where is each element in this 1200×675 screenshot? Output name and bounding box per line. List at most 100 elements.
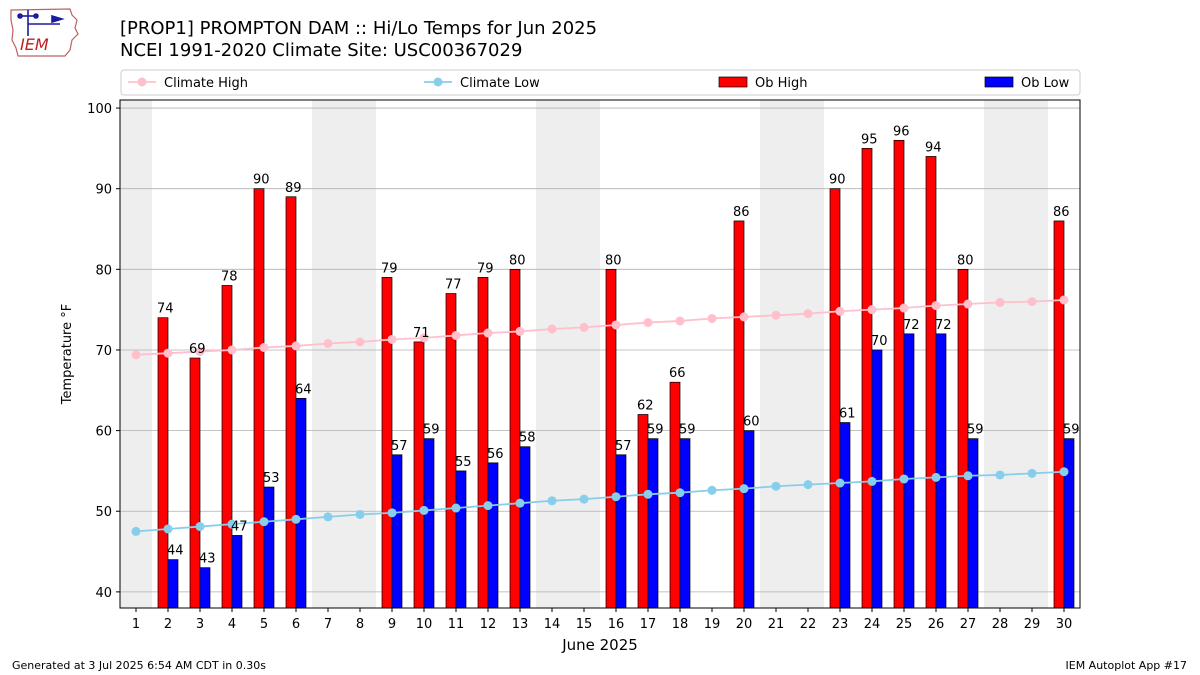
y-axis-label: Temperature °F [60, 304, 75, 405]
ob-high-bar [1053, 220, 1065, 609]
ob-high-bar [221, 285, 233, 609]
climate-low-point [995, 470, 1005, 480]
ob-low-label: 61 [839, 407, 856, 422]
climate-high-point [867, 305, 877, 315]
ob-low-label: 43 [199, 552, 216, 567]
ob-low-label: 72 [935, 318, 952, 333]
climate-high-point [131, 350, 141, 360]
climate-low-point [451, 503, 461, 513]
x-tick-label: 20 [736, 617, 753, 632]
ob-low-bar [167, 559, 179, 609]
ob-low-label: 58 [519, 431, 536, 446]
x-tick-label: 17 [640, 617, 657, 632]
x-tick-label: 22 [800, 617, 817, 632]
ob-high-label: 86 [1053, 205, 1070, 220]
ob-low-bar [1063, 438, 1075, 609]
ob-high-label: 94 [925, 140, 942, 155]
climate-low-line [135, 470, 1065, 533]
logo-text: IEM [20, 35, 49, 54]
climate-low-point [259, 517, 269, 527]
ob-high-bar [253, 188, 265, 609]
ob-high-label: 90 [829, 173, 846, 188]
ob-low-bar [743, 430, 755, 609]
legend: Climate High Climate Low Ob High Ob Low [120, 69, 1081, 96]
climate-low-point [195, 522, 205, 532]
climate-low-point [387, 508, 397, 518]
climate-high-point [963, 299, 973, 309]
ob-low-bar [839, 422, 851, 609]
climate-high-point [451, 330, 461, 340]
ob-high-label: 90 [253, 173, 270, 188]
x-tick-label: 27 [960, 617, 977, 632]
x-tick-label: 15 [576, 617, 593, 632]
ob-high-label: 86 [733, 205, 750, 220]
x-tick-label: 28 [992, 617, 1009, 632]
x-tick-label: 25 [896, 617, 913, 632]
ob-low-bar [647, 438, 659, 609]
climate-low-point [515, 498, 525, 508]
climate-high-point [579, 322, 589, 332]
ob-high-bar [957, 268, 969, 609]
ob-high-bar [477, 277, 489, 609]
climate-low-point [547, 496, 557, 506]
app-note: IEM Autoplot App #17 [1065, 659, 1188, 672]
x-axis-label: June 2025 [561, 636, 638, 654]
climate-low-point [643, 489, 653, 499]
ob-low-label: 57 [391, 439, 408, 454]
legend-marker-climate-low [433, 77, 443, 87]
legend-marker-climate-high [137, 77, 147, 87]
ob-high-label: 89 [285, 181, 302, 196]
climate-high-point [803, 309, 813, 319]
ob-high-label: 74 [157, 302, 174, 317]
climate-high-point [1027, 297, 1037, 307]
legend-label-ob-high: Ob High [755, 76, 808, 91]
x-tick-label: 23 [832, 617, 849, 632]
climate-low-point [131, 526, 141, 536]
ob-low-label: 72 [903, 318, 920, 333]
climate-high-point [835, 306, 845, 316]
ob-low-bar [263, 486, 275, 609]
climate-high-point [259, 343, 269, 353]
x-tick-label: 29 [1024, 617, 1041, 632]
climate-high-point [739, 312, 749, 322]
y-tick-label: 40 [95, 586, 112, 601]
climate-low-point [291, 514, 301, 524]
x-tick-label: 19 [704, 617, 721, 632]
legend-label-climate-high: Climate High [164, 76, 248, 91]
ob-high-bar [637, 414, 649, 609]
ob-low-bar [199, 567, 211, 609]
climate-low-point [355, 509, 365, 519]
legend-swatch-ob-low [984, 76, 1014, 88]
y-tick-label: 80 [95, 263, 112, 278]
y-tick-label: 70 [95, 344, 112, 359]
climate-high-point [419, 333, 429, 343]
ob-high-label: 69 [189, 342, 206, 357]
x-tick-label: 5 [260, 617, 268, 632]
ob-high-label: 79 [477, 261, 494, 276]
x-tick-label: 1 [132, 617, 140, 632]
iem-logo: IEM [10, 8, 79, 57]
climate-low-point [771, 481, 781, 491]
ob-low-bar [615, 454, 627, 609]
shaded-day-band [312, 100, 376, 608]
climate-high-point [643, 318, 653, 328]
climate-low-point [163, 524, 173, 534]
x-tick-label: 14 [544, 617, 561, 632]
x-tick-label: 3 [196, 617, 204, 632]
x-tick-label: 10 [416, 617, 433, 632]
ob-low-label: 53 [263, 471, 280, 486]
y-tick-label: 90 [95, 183, 112, 198]
x-tick-label: 30 [1056, 617, 1073, 632]
climate-low-point [675, 488, 685, 498]
x-tick-label: 4 [228, 617, 236, 632]
ob-low-label: 57 [615, 439, 632, 454]
ob-high-label: 96 [893, 124, 910, 139]
ob-high-bar [285, 196, 297, 609]
x-tick-label: 7 [324, 617, 332, 632]
climate-low-point [611, 492, 621, 502]
legend-label-climate-low: Climate Low [460, 76, 540, 91]
climate-low-point [803, 480, 813, 490]
y-tick-label: 60 [95, 425, 112, 440]
ob-low-label: 56 [487, 447, 504, 462]
